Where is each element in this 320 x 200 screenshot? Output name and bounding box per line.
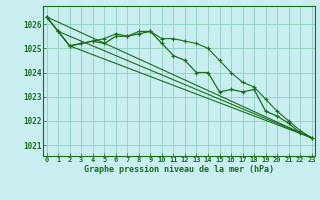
X-axis label: Graphe pression niveau de la mer (hPa): Graphe pression niveau de la mer (hPa) bbox=[84, 165, 274, 174]
